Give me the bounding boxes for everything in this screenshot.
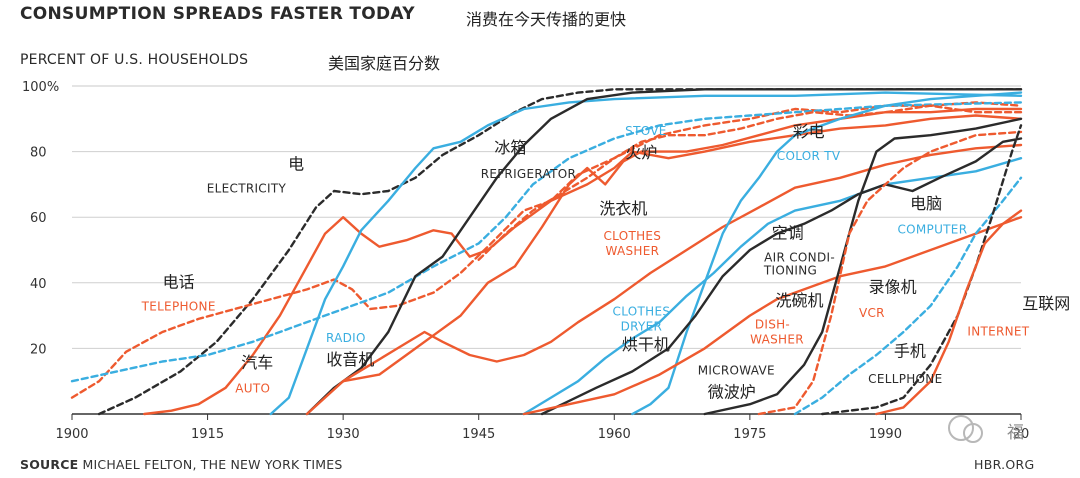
series-label-computer: COMPUTER xyxy=(897,223,967,237)
series-label-chinese: 电 xyxy=(288,155,304,174)
series-line-cellphone xyxy=(821,124,1023,416)
series-line-clothes-dryer xyxy=(522,157,1023,416)
chart-title: CONSUMPTION SPREADS FASTER TODAY xyxy=(20,4,415,24)
series-label-tioning: TIONING xyxy=(763,264,817,278)
series-label-color-tv: COLOR TV xyxy=(777,149,841,163)
series-label-chinese: 手机 xyxy=(894,342,926,361)
series-line-orange-dashed-8 xyxy=(477,104,1023,261)
series-label-chinese: 电脑 xyxy=(910,194,942,213)
y-tick-label: 20 xyxy=(30,342,47,357)
series-line-refrigerator xyxy=(305,88,1023,416)
x-tick-label: 1945 xyxy=(462,427,495,442)
series-label-internet: INTERNET xyxy=(967,324,1029,338)
x-tick-label: 1960 xyxy=(598,427,631,442)
series-label-chinese: 烘干机 xyxy=(622,335,670,354)
chart-title-chinese: 消费在今天传播的更快 xyxy=(466,10,627,29)
series-label-chinese: 空调 xyxy=(772,224,804,243)
x-tick-label: 1930 xyxy=(327,427,360,442)
series-label-stove: STOVE xyxy=(625,124,666,138)
y-tick-label: 80 xyxy=(30,146,47,161)
series-label-dish: DISH- xyxy=(755,318,790,332)
x-tick-label: 1915 xyxy=(191,427,224,442)
series-label-dryer: DRYER xyxy=(621,319,663,333)
series-label-chinese: 电话 xyxy=(163,273,195,292)
x-tick-label: 20 xyxy=(1013,427,1030,442)
series-label-washer: WASHER xyxy=(605,244,659,258)
series-label-clothes: CLOTHES xyxy=(613,305,671,319)
credit: HBR.ORG xyxy=(974,457,1035,472)
y-axis-subtitle: PERCENT OF U.S. HOUSEHOLDS xyxy=(20,52,249,68)
series-label-vcr: VCR xyxy=(859,306,885,320)
series-line-blue-dashed-4 xyxy=(70,101,1023,383)
series-label-chinese: 火炉 xyxy=(625,143,657,162)
x-tick-label: 1900 xyxy=(55,427,88,442)
series-line-computer xyxy=(793,176,1023,416)
series-label-auto: AUTO xyxy=(235,382,270,396)
x-tick-label: 1975 xyxy=(733,427,766,442)
wechat-watermark-icon: 福 xyxy=(948,415,1024,443)
source-text: MICHAEL FELTON, THE NEW YORK TIMES xyxy=(82,457,343,472)
series-line-electricity xyxy=(97,88,1023,416)
series-line-internet xyxy=(875,209,1023,416)
series-label-microwave: MICROWAVE xyxy=(698,364,775,378)
series-line-clothes-washer xyxy=(305,143,1023,416)
series-label-cellphone: CELLPHONE xyxy=(868,372,942,386)
series-line-vcr xyxy=(757,130,1023,416)
series-line-auto xyxy=(143,114,1023,416)
y-tick-label: 100% xyxy=(22,80,59,95)
series-label-clothes: CLOTHES xyxy=(603,229,661,243)
series-label-telephone: TELEPHONE xyxy=(141,300,216,314)
source-label: SOURCE xyxy=(20,457,79,472)
series-label-chinese: 录像机 xyxy=(869,278,917,297)
svg-text:福: 福 xyxy=(1007,423,1024,443)
series-label-radio: RADIO xyxy=(326,331,366,345)
y-tick-label: 60 xyxy=(30,211,47,226)
series-label-washer: WASHER xyxy=(750,332,804,346)
series-label-chinese: 汽车 xyxy=(241,353,273,372)
series-label-chinese: 洗碗机 xyxy=(776,291,824,310)
series-label-chinese: 洗衣机 xyxy=(599,199,647,218)
series-label-refrigerator: REFRIGERATOR xyxy=(481,167,576,181)
series-line-color-tv xyxy=(631,91,1023,416)
series-label-chinese: 彩电 xyxy=(793,122,825,141)
series-line-air-conditioning xyxy=(540,137,1023,416)
x-tick-label: 1990 xyxy=(869,427,902,442)
series-line-dish-washer xyxy=(522,216,1023,416)
source-note: SOURCE MICHAEL FELTON, THE NEW YORK TIME… xyxy=(20,457,342,472)
y-axis-subtitle-chinese: 美国家庭百分数 xyxy=(328,54,441,73)
series-line-radio xyxy=(269,91,1023,416)
series-line-stove xyxy=(341,107,1023,383)
series-label-air-condi: AIR CONDI- xyxy=(764,250,835,264)
series-label-electricity: ELECTRICITY xyxy=(207,182,287,196)
series-label-chinese: 冰箱 xyxy=(494,138,526,157)
series-label-chinese: 微波炉 xyxy=(708,383,756,402)
series-label-chinese: 互联网 xyxy=(1022,294,1070,313)
y-tick-label: 40 xyxy=(30,277,47,292)
series-label-chinese: 收音机 xyxy=(326,350,374,369)
